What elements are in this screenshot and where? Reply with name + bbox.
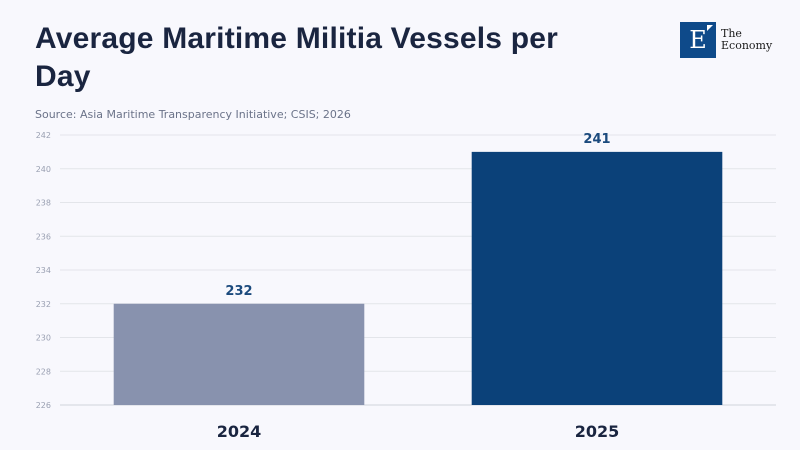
bar-2024 — [113, 303, 365, 405]
y-tick-label: 226 — [36, 401, 51, 410]
y-tick-label: 238 — [36, 199, 51, 208]
logo-line1: The — [721, 27, 742, 40]
y-tick-label: 236 — [36, 232, 51, 241]
brand-logo: E The Economy — [680, 22, 772, 58]
data-label: 241 — [583, 132, 610, 147]
chart-source: Source: Asia Maritime Transparency Initi… — [35, 108, 351, 121]
logo-letter: E — [689, 26, 707, 54]
logo-line2: Economy — [721, 39, 773, 52]
bar-2025 — [471, 151, 723, 405]
x-tick-label: 2024 — [217, 422, 262, 441]
y-tick-label: 228 — [36, 367, 51, 376]
y-tick-label: 242 — [36, 131, 51, 140]
y-tick-label: 232 — [36, 300, 51, 309]
logo-icon: E — [680, 22, 716, 58]
y-tick-label: 234 — [36, 266, 51, 275]
chart-title: Average Maritime Militia Vessels per Day — [35, 22, 559, 93]
y-tick-label: 240 — [36, 165, 51, 174]
x-tick-label: 2025 — [575, 422, 620, 441]
y-tick-label: 230 — [36, 334, 51, 343]
logo-text: The Economy — [721, 28, 772, 52]
data-label: 232 — [225, 284, 252, 299]
